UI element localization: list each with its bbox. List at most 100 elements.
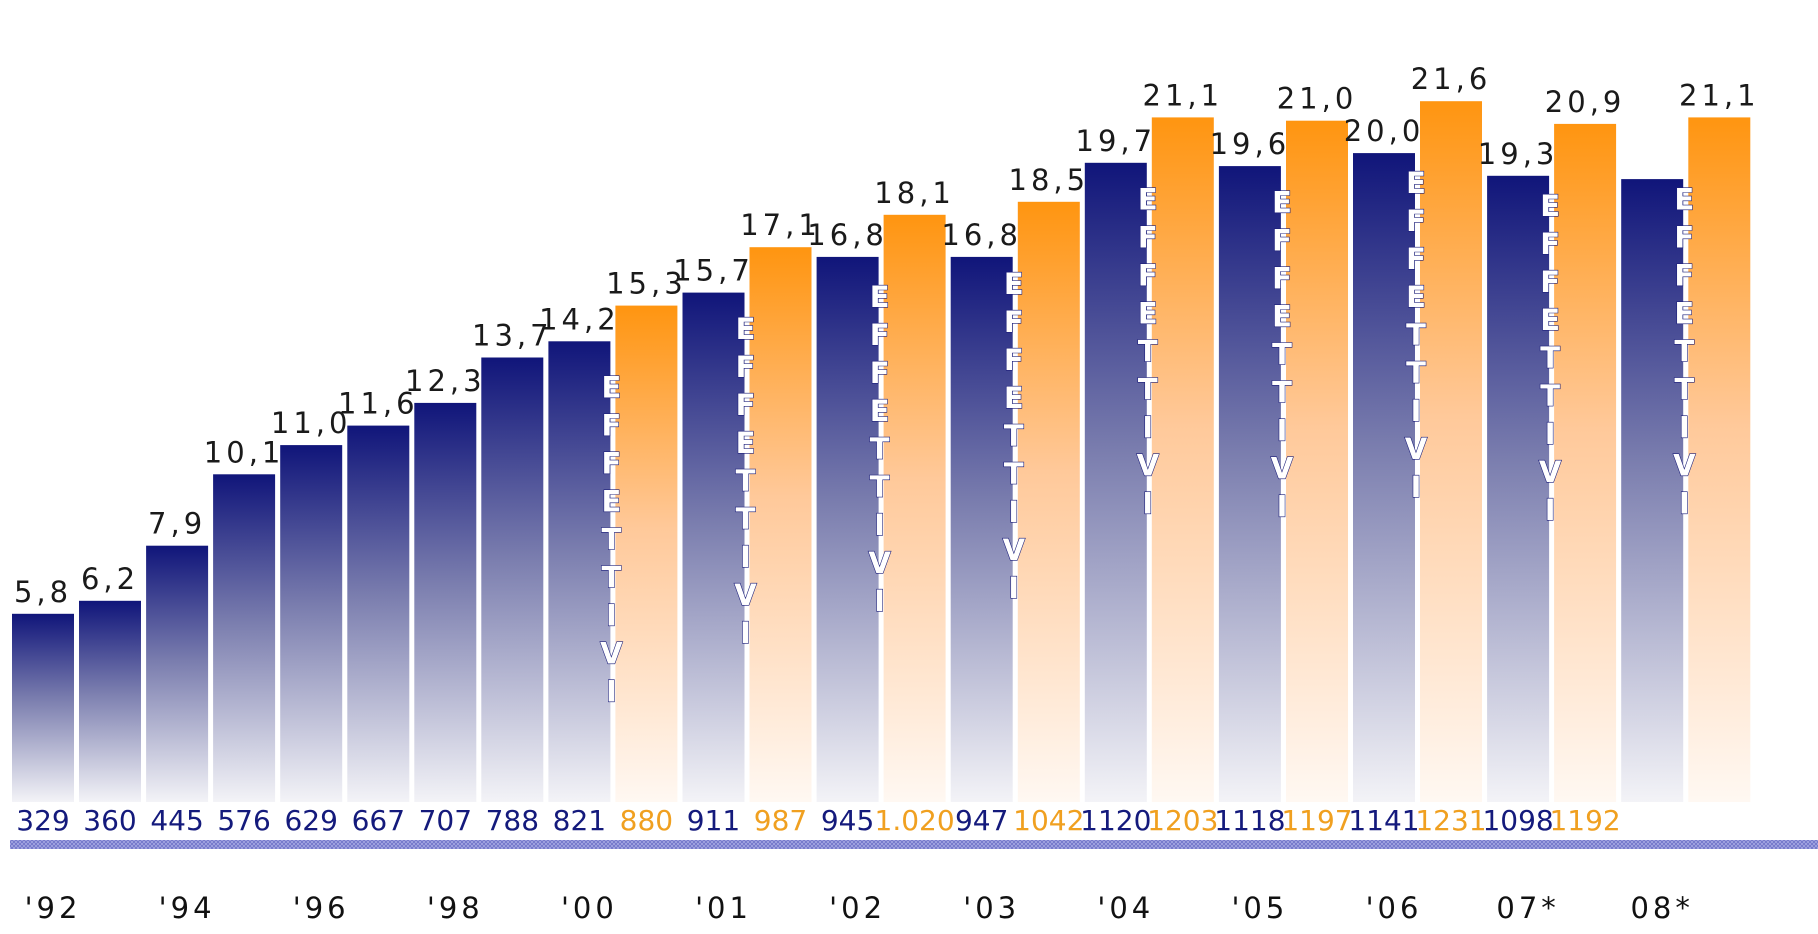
effettivi-letter: E <box>1674 182 1694 216</box>
effettivi-letter: V <box>734 578 757 612</box>
effettivi-letter: E <box>1406 166 1426 200</box>
bar-value-label: 21,0 <box>1277 82 1358 116</box>
bar <box>146 545 209 802</box>
bar <box>1353 153 1415 803</box>
bar-count-label: 1231 <box>1415 804 1486 837</box>
effettivi-letter: V <box>868 546 891 580</box>
bar-effettivi <box>1017 201 1080 803</box>
effettivi-letter: F <box>736 350 756 384</box>
effettivi-letter: E <box>870 280 890 314</box>
bar-count-label: 788 <box>486 804 539 837</box>
bar-value-label: 5,8 <box>14 575 72 609</box>
effettivi-letter: E <box>1272 300 1292 334</box>
bar-effettivi <box>1554 123 1617 802</box>
bar-count-label: 445 <box>150 804 203 837</box>
effettivi-letter: I <box>1545 417 1556 451</box>
x-tick-label: '00 <box>561 891 618 925</box>
bar-value-label: 20,0 <box>1344 114 1425 148</box>
bar-value-label: 18,1 <box>874 176 955 210</box>
effettivi-letter: T <box>870 470 890 504</box>
bar-count-label: 707 <box>419 804 472 837</box>
bar-count-label: 987 <box>754 804 807 837</box>
effettivi-letter: I <box>606 675 617 709</box>
bar-count-label: 360 <box>83 804 136 837</box>
x-tick-label: 07* <box>1496 891 1559 925</box>
effettivi-letter: I <box>1679 486 1690 520</box>
bar <box>682 292 745 802</box>
bar-value-label: 19,7 <box>1076 124 1157 158</box>
effettivi-letter: E <box>1004 267 1024 301</box>
effettivi-letter: T <box>1004 457 1024 491</box>
effettivi-letter: E <box>870 394 890 428</box>
bars-group: 5,8 6,27,910,111,011,612,313,714,215,3EFF… <box>12 62 1756 803</box>
bar <box>816 256 879 802</box>
bar-count-label: 1098 <box>1482 804 1553 837</box>
x-tick-label: 08* <box>1630 891 1693 925</box>
bar-value-label: 19,3 <box>1478 137 1559 171</box>
effettivi-letter: F <box>1540 265 1560 299</box>
x-tick-label: '03 <box>963 891 1020 925</box>
effettivi-letter: F <box>870 356 890 390</box>
bar-value-label: 16,8 <box>941 218 1022 252</box>
effettivi-letter: E <box>1540 189 1560 223</box>
bar-count-label: 1118 <box>1214 804 1285 837</box>
bar-effettivi <box>1151 117 1214 802</box>
bar-count-label: 1042 <box>1013 804 1084 837</box>
bar-value-label: 7,9 <box>148 507 206 541</box>
effettivi-letter: I <box>874 508 885 542</box>
bar-effettivi <box>749 247 812 802</box>
bar <box>1621 179 1684 803</box>
effettivi-letter: T <box>1138 372 1158 406</box>
effettivi-letter: F <box>1138 258 1158 292</box>
x-tick-label: '06 <box>1366 891 1423 925</box>
effettivi-letter: F <box>1674 220 1694 254</box>
bar-count-label: 1120 <box>1080 804 1151 837</box>
bar-count-label: 821 <box>553 804 606 837</box>
bar-value-label: 14,2 <box>539 302 620 336</box>
effettivi-letter: V <box>1539 455 1562 489</box>
bar-count-label: 1192 <box>1549 804 1620 837</box>
bar-effettivi <box>1688 117 1751 802</box>
effettivi-letter: E <box>601 371 621 405</box>
bar <box>1487 175 1550 803</box>
effettivi-letter: F <box>870 318 890 352</box>
bar-value-label: 12,3 <box>405 364 486 398</box>
x-tick-label: '96 <box>293 891 350 925</box>
x-tick-label: '01 <box>695 891 752 925</box>
effettivi-letter: F <box>1406 204 1426 238</box>
bar-count-label: 576 <box>217 804 270 837</box>
bar-value-label: 21,1 <box>1143 78 1224 112</box>
effettivi-letter: E <box>1138 296 1158 330</box>
bar <box>79 600 141 802</box>
effettivi-letter: I <box>1008 571 1019 605</box>
bar <box>347 425 410 802</box>
count-labels-group: 329 360 445 576 629 667 707 788 821 880 911 987 945 1… <box>16 804 1620 837</box>
effettivi-letter: I <box>1142 410 1153 444</box>
effettivi-letter: E <box>736 312 756 346</box>
bar <box>414 402 477 802</box>
effettivi-letter: I <box>874 584 885 618</box>
bar-value-label: 19,6 <box>1210 127 1291 161</box>
bar-count-label: 911 <box>687 804 740 837</box>
bar-value-label: 10,1 <box>204 435 285 469</box>
bar-value-label: 11,0 <box>271 406 352 440</box>
effettivi-letter: T <box>1540 341 1560 375</box>
bar-value-label: 15,3 <box>606 267 687 301</box>
bar <box>950 256 1013 802</box>
effettivi-letter: E <box>1406 280 1426 314</box>
x-tick-label: '94 <box>159 891 216 925</box>
effettivi-letter: F <box>1540 227 1560 261</box>
bar-count-label: 667 <box>352 804 405 837</box>
effettivi-letter: I <box>1008 495 1019 529</box>
effettivi-letter: I <box>740 616 751 650</box>
effettivi-letter: F <box>1272 224 1292 258</box>
effettivi-letter: I <box>1277 414 1288 448</box>
bar <box>12 613 74 802</box>
effettivi-letter: T <box>1406 356 1426 390</box>
